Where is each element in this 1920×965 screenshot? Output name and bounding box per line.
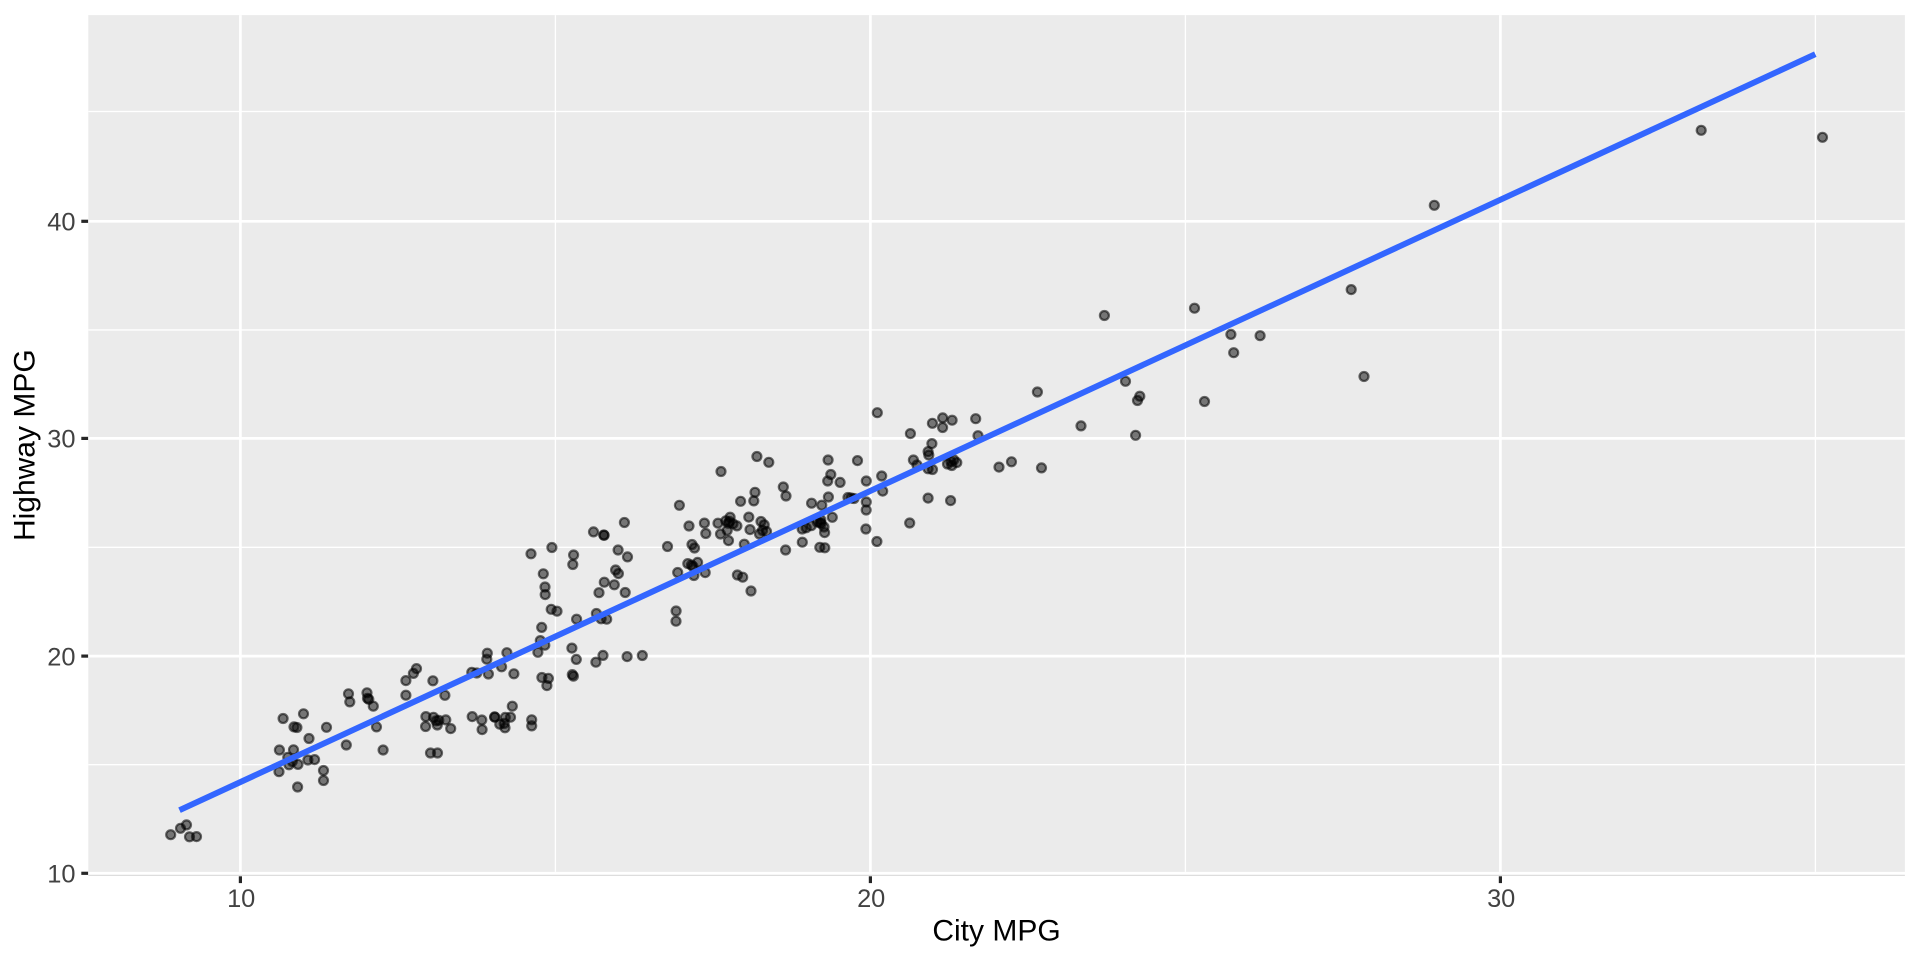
svg-text:20: 20 (47, 643, 75, 671)
svg-text:30: 30 (47, 426, 75, 454)
svg-text:20: 20 (857, 885, 885, 913)
svg-text:Highway MPG: Highway MPG (9, 349, 42, 541)
svg-text:City MPG: City MPG (932, 915, 1060, 948)
svg-text:10: 10 (47, 861, 75, 889)
svg-text:30: 30 (1487, 885, 1515, 913)
svg-text:40: 40 (47, 209, 75, 237)
svg-text:10: 10 (227, 885, 255, 913)
